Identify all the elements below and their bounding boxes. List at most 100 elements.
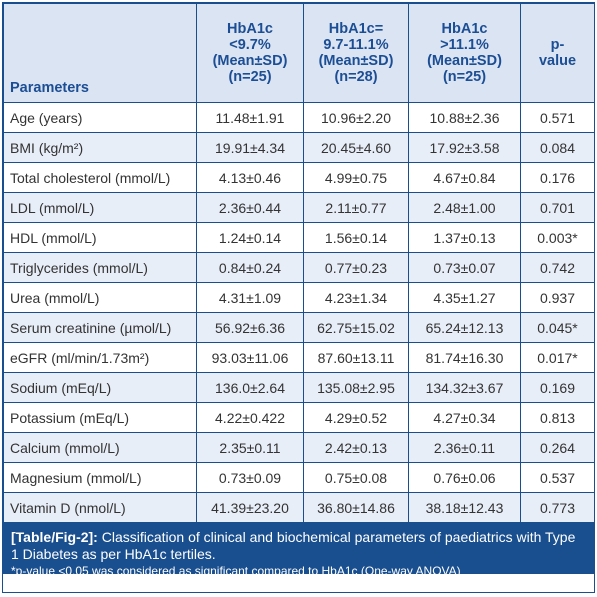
table-row: eGFR (ml/min/1.73m²) 93.03±11.06 87.60±13.…	[3, 342, 595, 373]
header-parameters: Parameters	[3, 3, 197, 103]
pvalue-cell: 0.537	[520, 462, 595, 493]
group2-cell: 36.80±14.86	[303, 492, 409, 523]
header-group3-line: HbA1c	[441, 21, 488, 37]
group3-cell: 1.37±0.13	[408, 222, 521, 253]
table-row: Urea (mmol/L) 4.31±1.09 4.23±1.34 4.35±1.27…	[3, 282, 595, 313]
group2-cell: 1.56±0.14	[303, 222, 409, 253]
param-cell: Calcium (mmol/L)	[3, 432, 197, 463]
caption-text: Classification of clinical and biochemic…	[11, 529, 576, 562]
param-cell: Vitamin D (nmol/L)	[3, 492, 197, 523]
group1-cell: 0.84±0.24	[196, 252, 304, 283]
pvalue-cell: 0.084	[520, 132, 595, 163]
param-cell: Age (years)	[3, 102, 197, 133]
group3-cell: 10.88±2.36	[408, 102, 521, 133]
header-row: Parameters HbA1c <9.7% (Mean±SD) (n=25) …	[3, 3, 595, 103]
param-cell: Sodium (mEq/L)	[3, 372, 197, 403]
table-row: BMI (kg/m²) 19.91±4.34 20.45±4.60 17.92±3.5…	[3, 132, 595, 163]
group2-cell: 0.77±0.23	[303, 252, 409, 283]
header-pvalue: p- value	[520, 3, 595, 103]
table-row: LDL (mmol/L) 2.36±0.44 2.11±0.77 2.48±1.00 0…	[3, 192, 595, 223]
pvalue-cell: 0.813	[520, 402, 595, 433]
pvalue-cell: 0.742	[520, 252, 595, 283]
group3-cell: 4.35±1.27	[408, 282, 521, 313]
group3-cell: 81.74±16.30	[408, 342, 521, 373]
param-cell: Potassium (mEq/L)	[3, 402, 197, 433]
header-group3-line: >11.1%	[440, 37, 489, 53]
group3-cell: 134.32±3.67	[408, 372, 521, 403]
header-group3-line: (Mean±SD)	[427, 53, 502, 69]
group3-cell: 0.76±0.06	[408, 462, 521, 493]
pvalue-cell: 0.169	[520, 372, 595, 403]
pvalue-cell: 0.937	[520, 282, 595, 313]
group1-cell: 41.39±23.20	[196, 492, 304, 523]
group1-cell: 1.24±0.14	[196, 222, 304, 253]
header-group1-line: (n=25)	[228, 69, 272, 85]
group1-cell: 93.03±11.06	[196, 342, 304, 373]
header-group3: HbA1c >11.1% (Mean±SD) (n=25)	[408, 3, 521, 103]
group3-cell: 4.27±0.34	[408, 402, 521, 433]
table-row: Calcium (mmol/L) 2.35±0.11 2.42±0.13 2.36±0…	[3, 432, 595, 463]
param-cell: Total cholesterol (mmol/L)	[3, 162, 197, 193]
group3-cell: 17.92±3.58	[408, 132, 521, 163]
data-table: Parameters HbA1c <9.7% (Mean±SD) (n=25) …	[3, 3, 595, 523]
group1-cell: 4.31±1.09	[196, 282, 304, 313]
header-group1-line: <9.7%	[229, 37, 271, 53]
group3-cell: 65.24±12.13	[408, 312, 521, 343]
group1-cell: 136.0±2.64	[196, 372, 304, 403]
header-group1: HbA1c <9.7% (Mean±SD) (n=25)	[196, 3, 304, 103]
caption-tag: [Table/Fig-2]:	[11, 529, 98, 545]
header-group2-line: 9.7-11.1%	[323, 37, 389, 53]
param-cell: BMI (kg/m²)	[3, 132, 197, 163]
group1-cell: 56.92±6.36	[196, 312, 304, 343]
group1-cell: 2.36±0.44	[196, 192, 304, 223]
table-row: Potassium (mEq/L) 4.22±0.422 4.29±0.52 4.27…	[3, 402, 595, 433]
group3-cell: 4.67±0.84	[408, 162, 521, 193]
table-body: Age (years) 11.48±1.91 10.96±2.20 10.88±2.3…	[3, 102, 595, 523]
group2-cell: 4.23±1.34	[303, 282, 409, 313]
header-group2-line: HbA1c=	[328, 21, 384, 37]
pvalue-cell: 0.264	[520, 432, 595, 463]
header-group1-line: (Mean±SD)	[212, 53, 288, 69]
table-row: Magnesium (mmol/L) 0.73±0.09 0.75±0.08 0.76…	[3, 462, 595, 493]
group3-cell: 2.48±1.00	[408, 192, 521, 223]
group3-cell: 2.36±0.11	[408, 432, 521, 463]
pvalue-cell: 0.017*	[520, 342, 595, 373]
header-group1-line: HbA1c	[227, 21, 273, 37]
param-cell: LDL (mmol/L)	[3, 192, 197, 223]
pvalue-cell: 0.571	[520, 102, 595, 133]
pvalue-cell: 0.045*	[520, 312, 595, 343]
caption-footnote: *p-value <0.05 was considered as signifi…	[11, 564, 461, 578]
group2-cell: 4.99±0.75	[303, 162, 409, 193]
group2-cell: 4.29±0.52	[303, 402, 409, 433]
table-row: Serum creatinine (µmol/L) 56.92±6.36 62.75…	[3, 312, 595, 343]
param-cell: Magnesium (mmol/L)	[3, 462, 197, 493]
header-group3-line: (n=25)	[442, 69, 487, 85]
table-row: Triglycerides (mmol/L) 0.84±0.24 0.77±0.23…	[3, 252, 595, 283]
group2-cell: 10.96±2.20	[303, 102, 409, 133]
table-row: Age (years) 11.48±1.91 10.96±2.20 10.88±2.3…	[3, 102, 595, 133]
table-row: Total cholesterol (mmol/L) 4.13±0.46 4.99±…	[3, 162, 595, 193]
group3-cell: 0.73±0.07	[408, 252, 521, 283]
group1-cell: 0.73±0.09	[196, 462, 304, 493]
group1-cell: 19.91±4.34	[196, 132, 304, 163]
param-cell: eGFR (ml/min/1.73m²)	[3, 342, 197, 373]
group2-cell: 62.75±15.02	[303, 312, 409, 343]
group1-cell: 4.22±0.422	[196, 402, 304, 433]
pvalue-cell: 0.701	[520, 192, 595, 223]
group2-cell: 0.75±0.08	[303, 462, 409, 493]
group1-cell: 11.48±1.91	[196, 102, 304, 133]
group1-cell: 2.35±0.11	[196, 432, 304, 463]
group2-cell: 2.42±0.13	[303, 432, 409, 463]
table-row: Vitamin D (nmol/L) 41.39±23.20 36.80±14.86…	[3, 492, 595, 523]
pvalue-cell: 0.003*	[520, 222, 595, 253]
header-group2-line: (Mean±SD)	[318, 53, 394, 69]
group2-cell: 135.08±2.95	[303, 372, 409, 403]
table-row: HDL (mmol/L) 1.24±0.14 1.56±0.14 1.37±0.13 0…	[3, 222, 595, 253]
pvalue-cell: 0.176	[520, 162, 595, 193]
param-cell: Urea (mmol/L)	[3, 282, 197, 313]
param-cell: Triglycerides (mmol/L)	[3, 252, 197, 283]
header-group2-line: (n=28)	[334, 69, 378, 85]
group2-cell: 87.60±13.11	[303, 342, 409, 373]
param-cell: HDL (mmol/L)	[3, 222, 197, 253]
